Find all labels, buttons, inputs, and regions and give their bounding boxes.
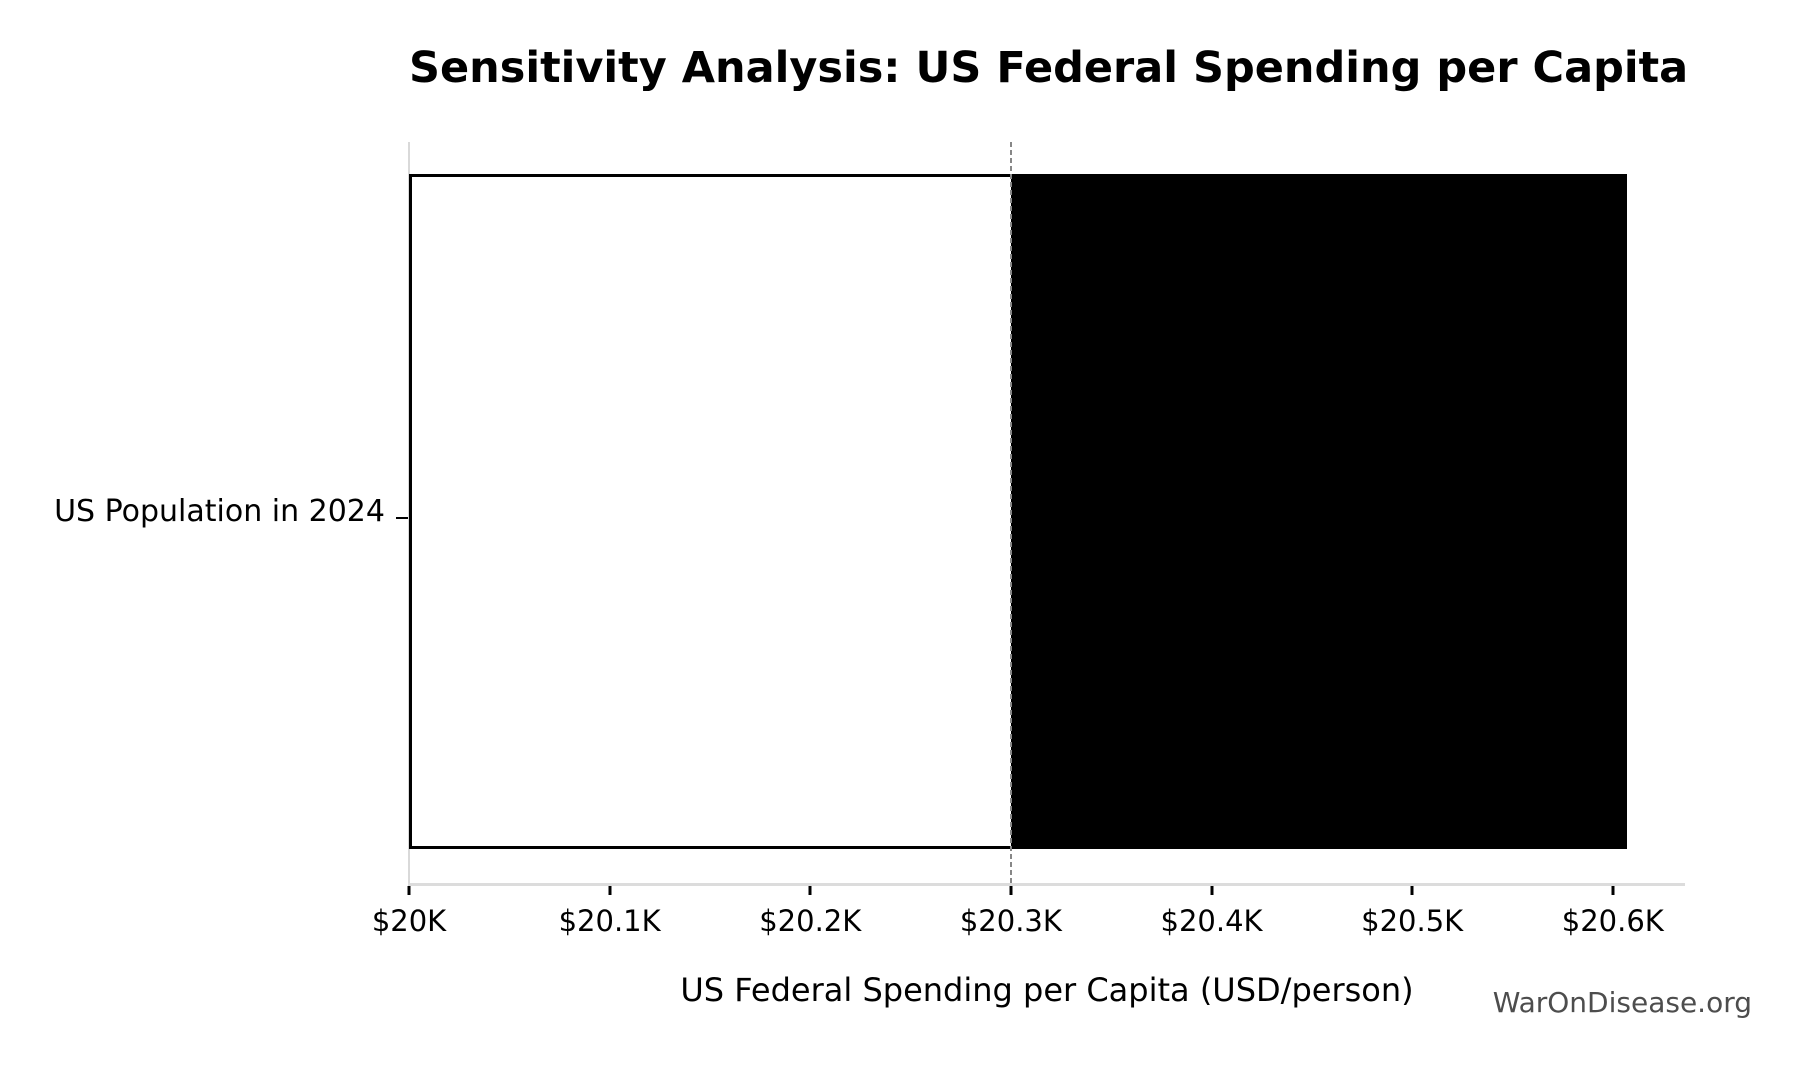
x-tick-mark bbox=[407, 886, 411, 895]
x-tick-mark bbox=[1611, 886, 1615, 895]
x-tick-mark bbox=[1009, 886, 1013, 895]
y-axis-tick-mark bbox=[396, 517, 408, 519]
bar-upper-segment bbox=[1010, 174, 1627, 849]
y-axis-category-label: US Population in 2024 bbox=[54, 494, 385, 529]
x-tick-label: $20.6K bbox=[1561, 904, 1664, 938]
x-tick-label: $20.5K bbox=[1361, 904, 1464, 938]
x-tick-mark bbox=[1410, 886, 1414, 895]
x-tick-mark bbox=[1210, 886, 1214, 895]
x-tick-label: $20.4K bbox=[1160, 904, 1263, 938]
plot-area: $20K $20.1K $20.2K $20.3K $20.4K $20.5K $20.6K bbox=[372, 142, 1685, 938]
watermark-text: WarOnDisease.org bbox=[1492, 986, 1752, 1019]
chart-title: Sensitivity Analysis: US Federal Spendin… bbox=[409, 43, 1689, 93]
baseline-dashed-line bbox=[1009, 142, 1012, 883]
x-tick-mark bbox=[808, 886, 812, 895]
x-tick-label: $20.1K bbox=[558, 904, 661, 938]
x-tick-label: $20.2K bbox=[759, 904, 862, 938]
x-tick-mark bbox=[608, 886, 612, 895]
x-axis-label: US Federal Spending per Capita (USD/pers… bbox=[680, 971, 1414, 1009]
x-axis-ticks: $20K $20.1K $20.2K $20.3K $20.4K $20.5K $20.6K bbox=[372, 142, 1685, 938]
x-tick-label: $20K bbox=[371, 904, 447, 938]
x-axis-spine bbox=[408, 883, 1685, 886]
x-tick-label: $20.3K bbox=[959, 904, 1062, 938]
